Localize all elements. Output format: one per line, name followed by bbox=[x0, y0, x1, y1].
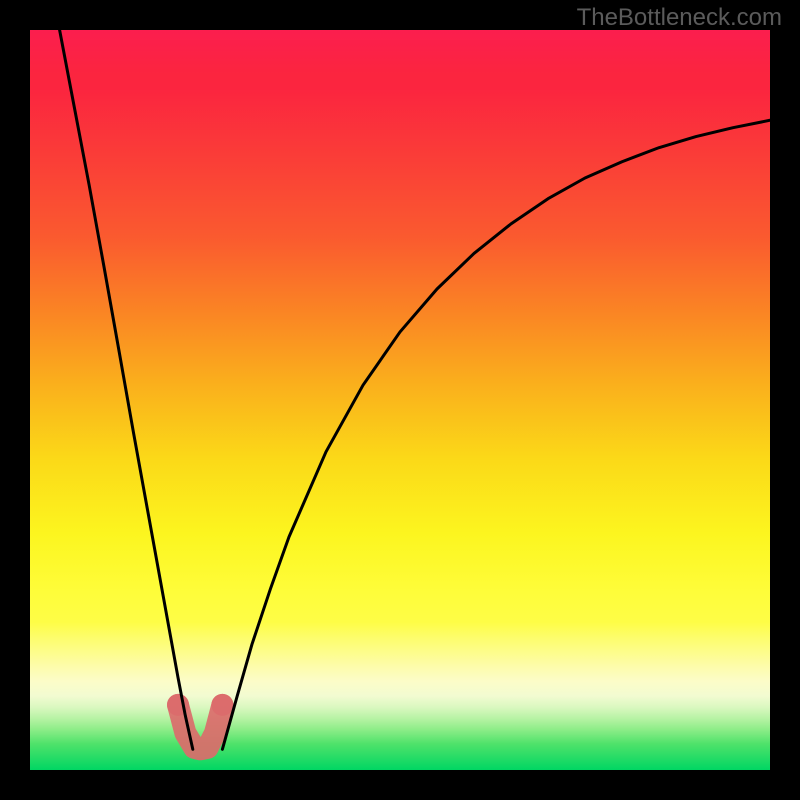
plot-area bbox=[30, 30, 770, 770]
bottleneck-curve-left bbox=[60, 30, 193, 749]
bottleneck-curve-right bbox=[222, 120, 770, 749]
frame: TheBottleneck.com bbox=[0, 0, 800, 800]
dip-marker-dot-right bbox=[211, 694, 233, 716]
watermark-text: TheBottleneck.com bbox=[577, 4, 782, 32]
curve-layer bbox=[30, 30, 770, 770]
